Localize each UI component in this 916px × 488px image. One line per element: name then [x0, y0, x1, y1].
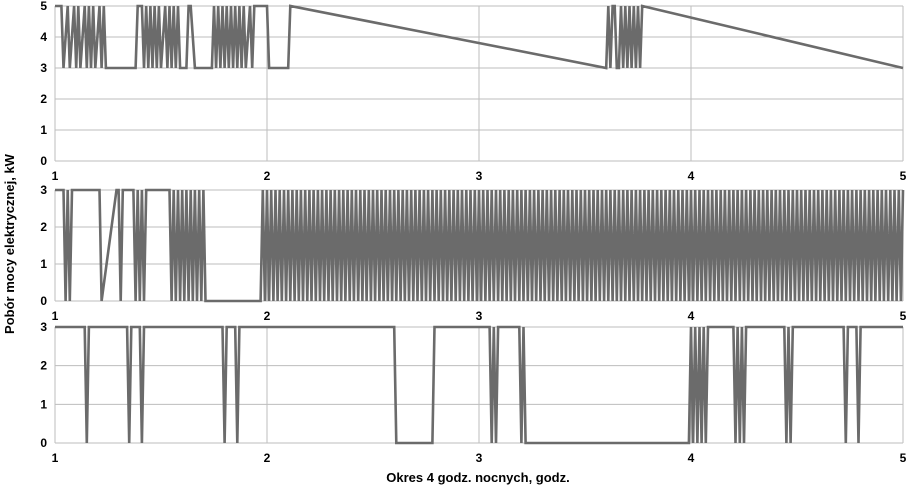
- panel-1-y-tick-3: 3: [40, 61, 47, 75]
- panel-1-x-tick-0: 1: [52, 169, 59, 183]
- panel-2-y-tick-2: 2: [40, 220, 47, 234]
- panel-3-y-tick-3: 3: [40, 320, 47, 334]
- panel-3-x-tick-4: 5: [900, 451, 907, 465]
- panel-2-x-tick-1: 2: [264, 309, 271, 323]
- panel-1-y-tick-5: 5: [40, 0, 47, 13]
- panel-1-y-tick-0: 0: [40, 154, 47, 168]
- x-axis-title: Okres 4 godz. nocnych, godz.: [386, 470, 569, 485]
- panel-2-series-line-0: [55, 188, 905, 303]
- panel-1-x-tick-2: 3: [476, 169, 483, 183]
- panel-3-series-line-0: [55, 325, 903, 445]
- panel-1-x-tick-3: 4: [688, 169, 695, 183]
- panel-1-y-tick-2: 2: [40, 92, 47, 106]
- panel-2-x-tick-3: 4: [688, 309, 695, 323]
- panel-3-x-tick-3: 4: [688, 451, 695, 465]
- panel-2-x-tick-2: 3: [476, 309, 483, 323]
- panel-2-y-tick-1: 1: [40, 257, 47, 271]
- panel-2-y-tick-0: 0: [40, 294, 47, 308]
- panel-1-y-tick-1: 1: [40, 123, 47, 137]
- panel-1-x-tick-4: 5: [900, 169, 907, 183]
- panel-3-y-tick-1: 1: [40, 397, 47, 411]
- panel-1-series-line-0: [55, 4, 904, 70]
- panel-3-x-tick-0: 1: [52, 451, 59, 465]
- panel-3-y-tick-2: 2: [40, 359, 47, 373]
- panel-3-x-tick-1: 2: [264, 451, 271, 465]
- y-axis-title: Pobór mocy elektrycznej, kW: [2, 153, 17, 334]
- panel-3-x-tick-2: 3: [476, 451, 483, 465]
- panel-3-y-tick-0: 0: [40, 436, 47, 450]
- panel-1-x-tick-1: 2: [264, 169, 271, 183]
- panel-2-x-tick-0: 1: [52, 309, 59, 323]
- panel-2-y-tick-3: 3: [40, 183, 47, 197]
- panel-2-x-tick-4: 5: [900, 309, 907, 323]
- panel-1-y-tick-4: 4: [40, 30, 47, 44]
